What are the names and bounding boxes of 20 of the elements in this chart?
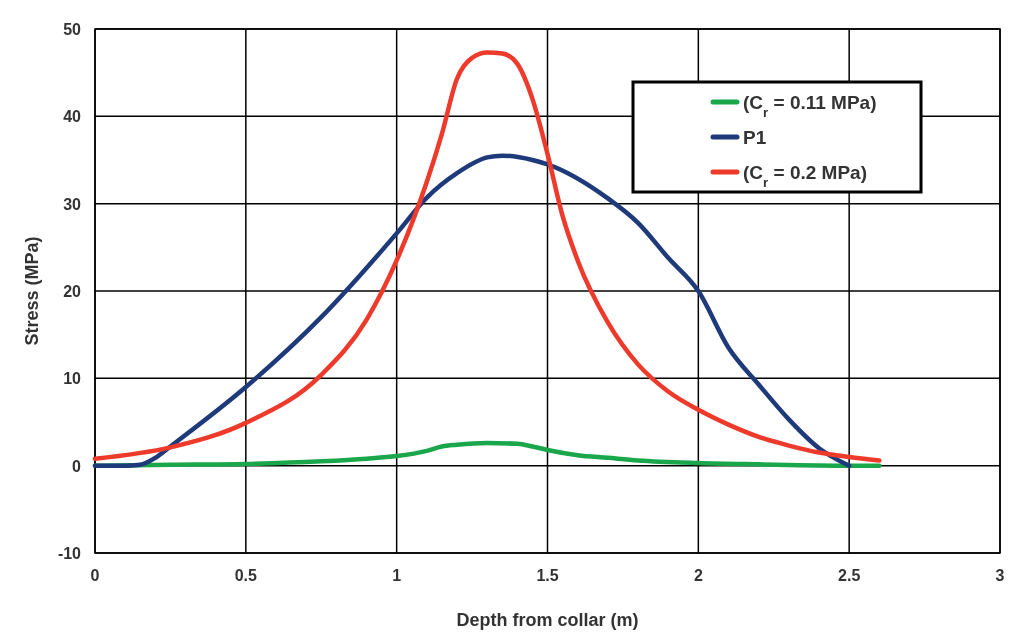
y-tick-label: -10 [57, 545, 82, 562]
y-tick-label: 40 [63, 108, 82, 126]
y-tick-label: 50 [63, 21, 82, 38]
x-tick-label: 1.5 [536, 567, 559, 584]
legend-label: P1 [743, 127, 767, 148]
y-tick-label: 30 [63, 195, 82, 213]
line-series [92, 50, 882, 463]
y-tick-label: 20 [63, 283, 82, 300]
y-tick-label: 0 [72, 457, 82, 475]
x-tick-label: 0.5 [234, 567, 258, 584]
x-tick-label: 2 [693, 567, 703, 584]
x-tick-label: 3 [995, 567, 1005, 584]
x-tick-label: 1 [392, 567, 402, 584]
x-tick-label: 2.5 [838, 567, 861, 584]
y-axis-title: Stress (MPa) [22, 236, 42, 346]
y-tick-label: 10 [63, 370, 82, 388]
legend-label: (C$_{r}$ = 0.2 MPa) [743, 162, 867, 190]
legend-label: (C$_{r}$ = 0.11 MPa) [743, 92, 877, 120]
x-axis-title: Depth from collar (m) [456, 610, 639, 630]
x-tick-label: 0 [90, 567, 100, 584]
